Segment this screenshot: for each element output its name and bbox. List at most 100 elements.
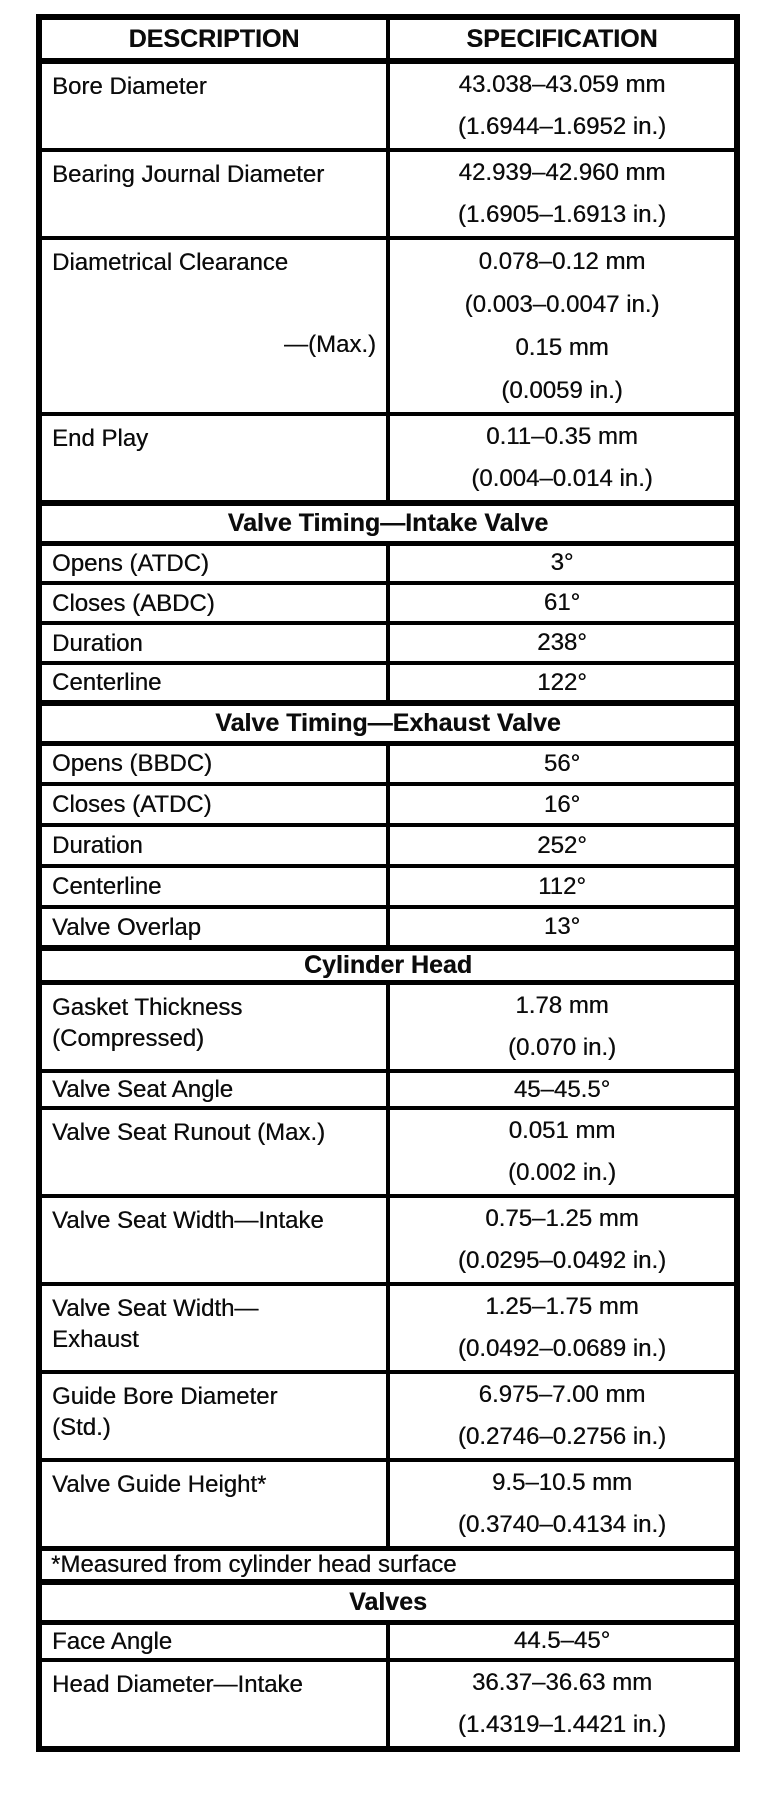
- row-bore-diameter: Bore Diameter 43.038–43.059 mm (1.6944–1…: [37, 59, 739, 152]
- gasket-thickness-label-cell: Gasket Thickness (Compressed): [37, 980, 390, 1073]
- row-valve-seat-width-intake: Valve Seat Width—Intake 0.75–1.25 mm (0.…: [37, 1194, 739, 1286]
- section-header-valve-timing-intake: Valve Timing—Intake Valve: [37, 500, 739, 546]
- bore-diameter-spec-cell: 43.038–43.059 mm (1.6944–1.6952 in.): [386, 59, 739, 152]
- row-valve-guide-height: Valve Guide Height* 9.5–10.5 mm (0.3740–…: [37, 1458, 739, 1551]
- spec-line-in: (0.2746–0.2756 in.): [457, 1423, 667, 1450]
- row-bearing-journal-diameter: Bearing Journal Diameter 42.939–42.960 m…: [37, 148, 739, 240]
- end-play-label-cell: End Play: [37, 412, 390, 505]
- spec-line-max-in: (0.0059 in.): [501, 377, 623, 404]
- valve-seat-angle-label-cell: Valve Seat Angle: [37, 1069, 390, 1110]
- label-line-1: Valve Seat Width—: [52, 1295, 259, 1322]
- valve-timing-intake-title: Valve Timing—Intake Valve: [37, 500, 739, 546]
- spec-line-mm: 1.78 mm: [515, 992, 609, 1019]
- diametrical-clearance-spec-cell: 0.078–0.12 mm (0.003–0.0047 in.) 0.15 mm…: [386, 236, 739, 416]
- guide-bore-diameter-label-cell: Guide Bore Diameter (Std.): [37, 1370, 390, 1462]
- face-angle-value-cell: 44.5–45°: [386, 1620, 739, 1662]
- exhaust-closes-label-cell: Closes (ATDC): [37, 782, 390, 827]
- intake-duration-value-cell: 238°: [386, 621, 739, 665]
- guide-bore-diameter-spec-cell: 6.975–7.00 mm (0.2746–0.2756 in.): [386, 1370, 739, 1462]
- specification-column-header: SPECIFICATION: [386, 15, 739, 64]
- intake-centerline-value-cell: 122°: [386, 661, 739, 705]
- spec-line-mm: 6.975–7.00 mm: [478, 1381, 646, 1408]
- diametrical-clearance-label: Diametrical Clearance: [52, 249, 289, 276]
- label-line-1: Guide Bore Diameter: [52, 1383, 278, 1410]
- footnote-text: *Measured from cylinder head surface: [37, 1546, 739, 1585]
- spec-line-in: (0.002 in.): [507, 1159, 617, 1186]
- row-intake-centerline: Centerline 122°: [37, 661, 739, 705]
- bearing-journal-spec-cell: 42.939–42.960 mm (1.6905–1.6913 in.): [386, 148, 739, 240]
- row-diametrical-clearance: Diametrical Clearance —(Max.) 0.078–0.12…: [37, 236, 739, 416]
- label-line-2: Exhaust: [52, 1326, 139, 1353]
- bearing-journal-label-cell: Bearing Journal Diameter: [37, 148, 390, 240]
- spec-line-mm: 42.939–42.960 mm: [458, 159, 666, 186]
- specifications-table: DESCRIPTION SPECIFICATION Bore Diameter …: [36, 14, 740, 1752]
- exhaust-centerline-label-cell: Centerline: [37, 864, 390, 909]
- row-gasket-thickness: Gasket Thickness (Compressed) 1.78 mm (0…: [37, 980, 739, 1073]
- head-diameter-intake-spec-cell: 36.37–36.63 mm (1.4319–1.4421 in.): [386, 1658, 739, 1751]
- section-header-valve-timing-exhaust: Valve Timing—Exhaust Valve: [37, 700, 739, 746]
- valve-seat-angle-value-cell: 45–45.5°: [386, 1069, 739, 1110]
- valve-overlap-label-cell: Valve Overlap: [37, 905, 390, 950]
- intake-centerline-label-cell: Centerline: [37, 661, 390, 705]
- valve-seat-runout-label-cell: Valve Seat Runout (Max.): [37, 1106, 390, 1198]
- description-column-header: DESCRIPTION: [37, 15, 390, 64]
- spec-line-in: (0.0492–0.0689 in.): [457, 1335, 667, 1362]
- row-intake-duration: Duration 238°: [37, 621, 739, 665]
- spec-line-in: (0.070 in.): [507, 1034, 617, 1061]
- exhaust-opens-value-cell: 56°: [386, 741, 739, 786]
- spec-line-mm: 0.11–0.35 mm: [486, 423, 638, 450]
- label-line-2: (Std.): [52, 1414, 111, 1441]
- exhaust-centerline-value-cell: 112°: [386, 864, 739, 909]
- bore-diameter-label-cell: Bore Diameter: [37, 59, 390, 152]
- valve-guide-height-label-cell: Valve Guide Height*: [37, 1458, 390, 1551]
- intake-opens-label-cell: Opens (ATDC): [37, 541, 390, 585]
- row-exhaust-opens: Opens (BBDC) 56°: [37, 741, 739, 786]
- valve-timing-exhaust-title: Valve Timing—Exhaust Valve: [37, 700, 739, 746]
- spec-line-mm: 36.37–36.63 mm: [471, 1669, 653, 1696]
- spec-line-mm: 0.75–1.25 mm: [485, 1205, 639, 1232]
- valves-title: Valves: [37, 1579, 739, 1625]
- cylinder-head-title: Cylinder Head: [37, 945, 739, 985]
- valve-seat-width-intake-label-cell: Valve Seat Width—Intake: [37, 1194, 390, 1286]
- exhaust-duration-label-cell: Duration: [37, 823, 390, 868]
- spec-line-mm: 1.25–1.75 mm: [485, 1293, 639, 1320]
- spec-line-mm: 9.5–10.5 mm: [491, 1469, 633, 1496]
- spec-line-mm: 43.038–43.059 mm: [458, 71, 666, 98]
- spec-line-in: (0.003–0.0047 in.): [464, 291, 660, 318]
- spec-line-in: (0.004–0.014 in.): [471, 465, 653, 492]
- valve-seat-runout-spec-cell: 0.051 mm (0.002 in.): [386, 1106, 739, 1198]
- row-guide-bore-diameter: Guide Bore Diameter (Std.) 6.975–7.00 mm…: [37, 1370, 739, 1462]
- label-line-2: (Compressed): [52, 1025, 205, 1052]
- row-end-play: End Play 0.11–0.35 mm (0.004–0.014 in.): [37, 412, 739, 505]
- spec-line-in: (1.6944–1.6952 in.): [457, 113, 667, 140]
- spec-line-in: (1.4319–1.4421 in.): [457, 1711, 667, 1738]
- label-line-1: Gasket Thickness: [52, 994, 243, 1021]
- end-play-spec-cell: 0.11–0.35 mm (0.004–0.014 in.): [386, 412, 739, 505]
- row-head-diameter-intake: Head Diameter—Intake 36.37–36.63 mm (1.4…: [37, 1658, 739, 1751]
- head-diameter-intake-label-cell: Head Diameter—Intake: [37, 1658, 390, 1751]
- intake-closes-value-cell: 61°: [386, 581, 739, 625]
- row-exhaust-duration: Duration 252°: [37, 823, 739, 868]
- spec-line-in: (0.3740–0.4134 in.): [457, 1511, 667, 1538]
- spec-line-in: (1.6905–1.6913 in.): [457, 201, 667, 228]
- intake-opens-value-cell: 3°: [386, 541, 739, 585]
- row-valve-seat-runout: Valve Seat Runout (Max.) 0.051 mm (0.002…: [37, 1106, 739, 1198]
- intake-duration-label-cell: Duration: [37, 621, 390, 665]
- valve-overlap-value-cell: 13°: [386, 905, 739, 950]
- row-exhaust-closes: Closes (ATDC) 16°: [37, 782, 739, 827]
- exhaust-duration-value-cell: 252°: [386, 823, 739, 868]
- gasket-thickness-spec-cell: 1.78 mm (0.070 in.): [386, 980, 739, 1073]
- spec-line-mm: 0.051 mm: [508, 1117, 616, 1144]
- face-angle-label-cell: Face Angle: [37, 1620, 390, 1662]
- row-intake-closes: Closes (ABDC) 61°: [37, 581, 739, 625]
- exhaust-closes-value-cell: 16°: [386, 782, 739, 827]
- valve-seat-width-exhaust-spec-cell: 1.25–1.75 mm (0.0492–0.0689 in.): [386, 1282, 739, 1374]
- valve-seat-width-intake-spec-cell: 0.75–1.25 mm (0.0295–0.0492 in.): [386, 1194, 739, 1286]
- intake-closes-label-cell: Closes (ABDC): [37, 581, 390, 625]
- row-exhaust-centerline: Centerline 112°: [37, 864, 739, 909]
- row-valve-seat-angle: Valve Seat Angle 45–45.5°: [37, 1069, 739, 1110]
- exhaust-opens-label-cell: Opens (BBDC): [37, 741, 390, 786]
- spec-line-max-mm: 0.15 mm: [515, 334, 609, 361]
- spec-line-in: (0.0295–0.0492 in.): [457, 1247, 667, 1274]
